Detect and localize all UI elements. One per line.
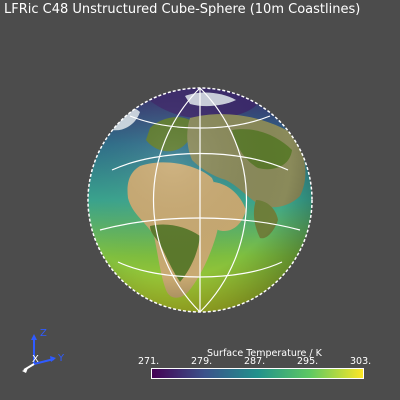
colorbar-title: Surface Temperature / K [207,348,322,359]
colorbar-tick: 295. [297,356,319,367]
colorbar-tick: 303. [350,356,372,367]
colorbar-tick: 279. [191,356,213,367]
plot-title: LFRic C48 Unstructured Cube-Sphere (10m … [4,2,361,17]
graticule-lines [99,87,301,313]
colorbar-tick: 287. [244,356,266,367]
axis-x-label: X [32,354,39,365]
axis-y-label: Y [57,353,65,364]
colorbar-tick: 271. [138,356,160,367]
colorbar [151,368,364,379]
colorbar-ticks: 271. 279. 287. 295. 303. [138,356,374,368]
orientation-axes-icon: Z Y X [22,328,65,373]
axis-z-label: Z [40,328,47,339]
globe-outline [87,87,313,313]
